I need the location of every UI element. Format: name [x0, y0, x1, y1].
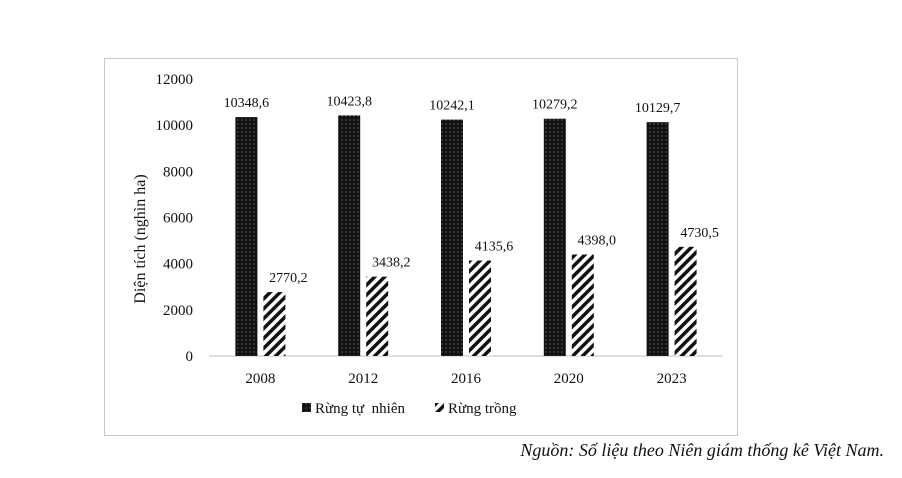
- y-tick-label: 8000: [163, 164, 193, 180]
- x-tick-label: 2016: [451, 371, 482, 387]
- data-label: 10242,1: [429, 99, 475, 114]
- bar-chart: Diện tích (nghìn ha) 0 2000 4000 6000 8000 10…: [132, 72, 723, 417]
- legend-label: Rừng tự nhiên: [315, 401, 406, 417]
- data-label: 10129,7: [635, 101, 681, 116]
- legend: Rừng tự nhiên Rừng trồng: [302, 401, 517, 417]
- bar-natural-forest: [441, 119, 463, 356]
- bar-planted-forest: [263, 292, 286, 356]
- bar-planted-forest: [469, 260, 491, 356]
- data-label: 4135,6: [475, 240, 514, 255]
- y-tick-label: 10000: [156, 118, 194, 134]
- y-tick-label: 0: [186, 349, 194, 365]
- bar-natural-forest: [235, 117, 258, 356]
- bar-planted-forest: [366, 276, 389, 356]
- data-label: 4730,5: [680, 226, 719, 241]
- legend-swatch-planted-forest: [435, 403, 444, 412]
- source-note: Nguồn: Số liệu theo Niên giám thống kê V…: [520, 440, 884, 460]
- bar-planted-forest: [571, 254, 594, 356]
- data-label: 3438,2: [372, 256, 411, 271]
- x-tick-label: 2012: [348, 371, 378, 387]
- y-tick-label: 2000: [163, 303, 193, 319]
- bar-natural-forest: [543, 118, 566, 356]
- y-tick-label: 4000: [163, 257, 193, 273]
- data-label: 4398,0: [578, 233, 617, 248]
- bar-planted-forest: [674, 246, 697, 356]
- bar-natural-forest: [338, 115, 361, 357]
- legend-label: Rừng trồng: [448, 401, 517, 417]
- data-label: 10423,8: [326, 94, 372, 109]
- y-tick-label: 12000: [156, 72, 194, 88]
- chart-area: Diện tích (nghìn ha) 0 2000 4000 6000 8000 10…: [104, 58, 738, 436]
- data-label: 10348,6: [224, 96, 270, 111]
- y-tick-label: 6000: [163, 211, 193, 227]
- y-axis-title: Diện tích (nghìn ha): [132, 174, 149, 303]
- x-tick-label: 2020: [554, 371, 584, 387]
- legend-swatch-natural-forest: [302, 403, 311, 412]
- data-label: 10279,2: [532, 98, 578, 113]
- bar-natural-forest: [646, 122, 669, 356]
- data-label: 2770,2: [269, 271, 308, 286]
- x-tick-label: 2008: [245, 371, 275, 387]
- x-tick-label: 2023: [657, 371, 687, 387]
